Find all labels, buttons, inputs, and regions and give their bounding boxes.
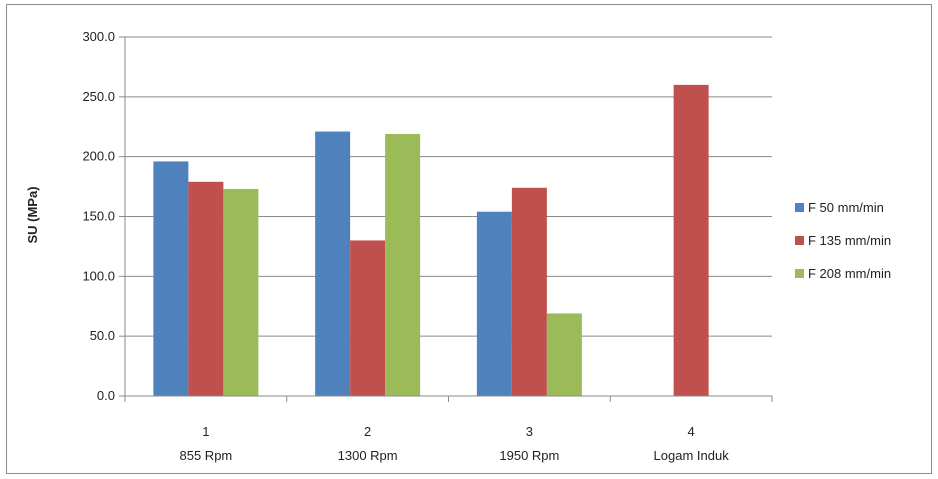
y-tick-label: 250.0 (82, 89, 115, 104)
bar-3-cat-2 (385, 133, 421, 396)
x-axis: 1 855 Rpm 2 1300 Rpm 3 1950 Rpm 4 Logam Induk (124, 37, 773, 463)
legend-label-3: F 208 mm/min (808, 266, 891, 281)
bar-2-cat-2 (350, 240, 386, 396)
legend-swatch-1 (795, 203, 804, 212)
bar-3-cat-1 (223, 188, 259, 396)
chart-frame: 0.0 50.0 100.0 150.0 200.0 250.0 300.0 1 855 Rp… (6, 4, 932, 474)
bar-1-cat-2 (315, 131, 351, 396)
x-category-number: 1 (202, 424, 209, 439)
bar-3-cat-3 (546, 313, 582, 396)
x-category-number: 4 (688, 424, 695, 439)
bar-1-cat-3 (476, 211, 512, 396)
legend-swatch-3 (795, 269, 804, 278)
bar-2-cat-4 (673, 84, 709, 396)
y-tick-label: 0.0 (97, 388, 115, 403)
x-category-number: 3 (526, 424, 533, 439)
bars (153, 84, 709, 396)
legend-label-2: F 135 mm/min (808, 233, 891, 248)
legend-label-1: F 50 mm/min (808, 200, 884, 215)
legend-swatch-2 (795, 236, 804, 245)
y-axis-ticks: 0.0 50.0 100.0 150.0 200.0 250.0 300.0 (82, 29, 125, 403)
y-tick-label: 300.0 (82, 29, 115, 44)
x-category-label: 1950 Rpm (499, 448, 559, 463)
y-tick-label: 100.0 (82, 268, 115, 283)
bar-2-cat-3 (511, 187, 547, 396)
y-axis-title: SU (MPa) (25, 186, 40, 243)
bar-2-cat-1 (188, 181, 224, 396)
bar-chart: 0.0 50.0 100.0 150.0 200.0 250.0 300.0 1 855 Rp… (25, 29, 891, 463)
legend: F 50 mm/min F 135 mm/min F 208 mm/min (795, 200, 891, 281)
x-category-label: Logam Induk (654, 448, 730, 463)
x-category-label: 1300 Rpm (338, 448, 398, 463)
y-tick-label: 150.0 (82, 209, 115, 224)
y-tick-label: 50.0 (90, 328, 115, 343)
x-category-label: 855 Rpm (180, 448, 233, 463)
y-tick-label: 200.0 (82, 149, 115, 164)
bar-1-cat-1 (153, 161, 189, 396)
x-category-number: 2 (364, 424, 371, 439)
